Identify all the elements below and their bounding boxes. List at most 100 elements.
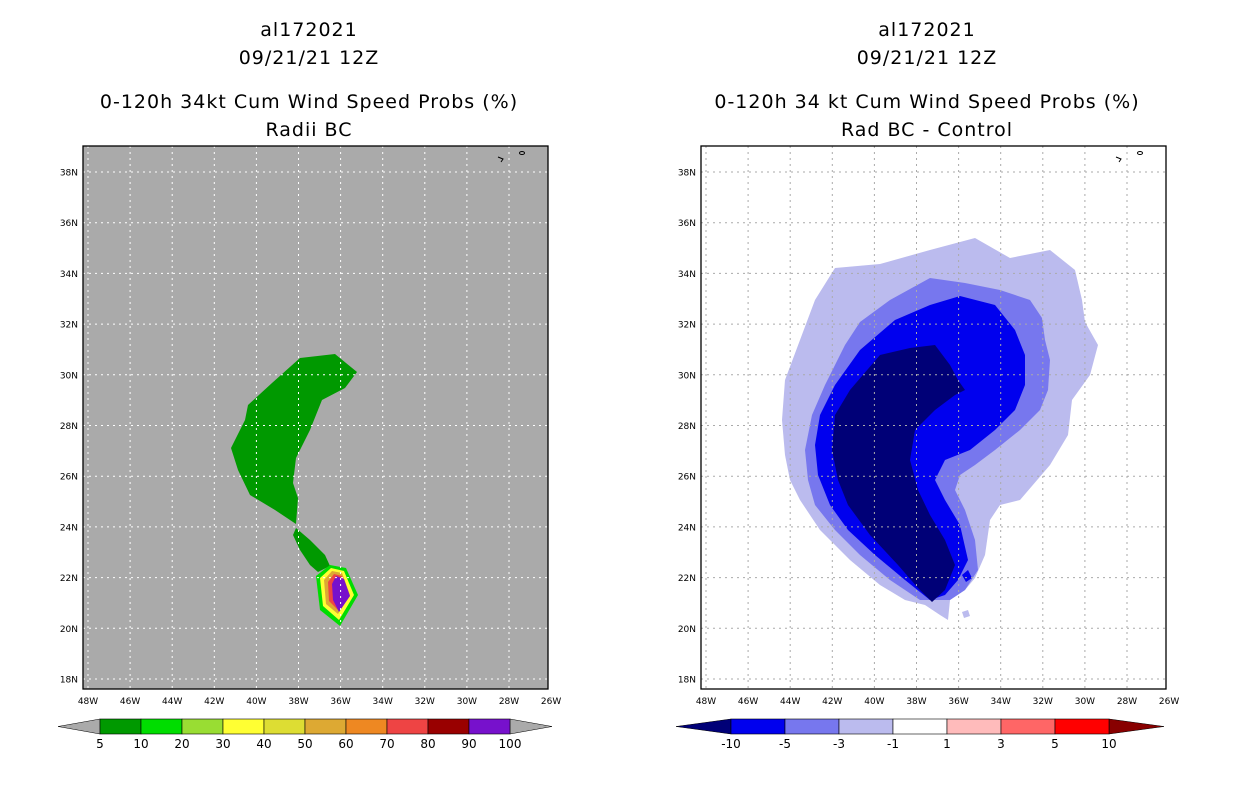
prob-5-tail <box>293 528 330 572</box>
lon-tick-label: 42W <box>204 697 224 707</box>
lat-tick-label: 36N <box>60 219 78 229</box>
lon-tick-label: 42W <box>822 697 842 707</box>
colorbar-swatch <box>140 718 183 735</box>
left-colorbar: 5 10 20 30 40 50 60 70 80 90 100 <box>57 718 553 751</box>
lat-tick-label: 30N <box>60 371 78 381</box>
lon-tick-label: 46W <box>120 697 140 707</box>
lat-tick-label: 18N <box>678 676 696 686</box>
left-title: 0-120h 34kt Cum Wind Speed Probs (%) <box>99 91 519 113</box>
lon-tick-label: 46W <box>738 697 758 707</box>
colorbar-label: 1 <box>943 737 951 751</box>
left-island-marks <box>497 151 525 163</box>
diff-minus5-fleck <box>962 570 972 582</box>
left-datetime: 09/21/21 12Z <box>238 47 380 69</box>
colorbar-label: 100 <box>499 737 522 751</box>
colorbar-right-arrow <box>509 718 553 735</box>
left-gridlines <box>83 146 548 689</box>
lon-tick-label: 30W <box>457 697 477 707</box>
lat-tick-label: 22N <box>678 574 696 584</box>
right-lon-labels: 48W 46W 44W 42W 40W 38W 36W 34W 32W 30W 28W 26W <box>696 697 1180 707</box>
lon-tick-label: 44W <box>780 697 800 707</box>
colorbar-swatch <box>222 718 265 735</box>
lat-tick-label: 32N <box>678 321 696 331</box>
colorbar-left-arrow <box>57 718 101 735</box>
colorbar-swatch <box>386 718 429 735</box>
colorbar-swatch <box>946 718 1002 735</box>
lat-tick-label: 18N <box>60 676 78 686</box>
colorbar-swatch <box>345 718 388 735</box>
right-storm-id: al172021 <box>878 19 976 41</box>
right-colorbar: -10 -5 -3 -1 1 3 5 10 <box>675 718 1165 751</box>
lat-tick-label: 36N <box>678 219 696 229</box>
colorbar-label: 5 <box>1051 737 1059 751</box>
lon-tick-label: 28W <box>499 697 519 707</box>
lat-tick-label: 38N <box>678 169 696 179</box>
prob-5-contour <box>231 354 357 524</box>
right-map: 38N 36N 34N 32N 30N 28N 26N 24N 22N 20N 18N 48W 46W… <box>675 145 1180 751</box>
lon-tick-label: 32W <box>415 697 435 707</box>
lat-tick-label: 22N <box>60 574 78 584</box>
colorbar-swatch <box>468 718 511 735</box>
lat-tick-label: 26N <box>678 473 696 483</box>
colorbar-label: 10 <box>1101 737 1116 751</box>
prob-90-contour <box>332 576 350 612</box>
colorbar-swatch <box>427 718 470 735</box>
lon-tick-label: 38W <box>288 697 308 707</box>
colorbar-swatch <box>304 718 347 735</box>
diff-minus1-fleck <box>962 610 970 618</box>
colorbar-right-arrow <box>1108 718 1165 735</box>
colorbar-swatch <box>1000 718 1056 735</box>
lat-tick-label: 20N <box>678 625 696 635</box>
colorbar-swatch <box>1054 718 1110 735</box>
lat-tick-label: 28N <box>678 422 696 432</box>
lon-tick-label: 30W <box>1075 697 1095 707</box>
colorbar-swatch <box>784 718 840 735</box>
lon-tick-label: 28W <box>1117 697 1137 707</box>
left-map: 38N 36N 34N 32N 30N 28N 26N 24N 22N 20N 18N 48W 46W… <box>57 145 562 751</box>
left-lon-labels: 48W 46W 44W 42W 40W 38W 36W 34W 32W 30W 28W 26W <box>78 697 562 707</box>
lat-tick-label: 24N <box>60 523 78 533</box>
left-map-background <box>83 146 548 689</box>
colorbar-swatch <box>263 718 306 735</box>
lon-tick-label: 38W <box>906 697 926 707</box>
colorbar-label: 10 <box>133 737 148 751</box>
diff-minus10-contour <box>832 345 965 602</box>
colorbar-label: 5 <box>96 737 104 751</box>
lon-tick-label: 44W <box>162 697 182 707</box>
lon-tick-label: 34W <box>991 697 1011 707</box>
lat-tick-label: 20N <box>60 625 78 635</box>
right-subtitle: Rad BC - Control <box>840 119 1014 141</box>
right-lat-labels: 38N 36N 34N 32N 30N 28N 26N 24N 22N 20N 18N <box>678 169 696 686</box>
colorbar-label: 20 <box>174 737 189 751</box>
right-panel: al172021 09/21/21 12Z 0-120h 34 kt Cum W… <box>618 0 1236 800</box>
colorbar-label: 70 <box>379 737 394 751</box>
colorbar-swatch <box>892 718 948 735</box>
colorbar-label: 50 <box>297 737 312 751</box>
colorbar-label: -10 <box>721 737 741 751</box>
right-gridlines <box>701 146 1166 689</box>
lon-tick-label: 32W <box>1033 697 1053 707</box>
colorbar-swatch <box>99 718 142 735</box>
lon-tick-label: 36W <box>948 697 968 707</box>
colorbar-label: 40 <box>256 737 271 751</box>
lat-tick-label: 38N <box>60 169 78 179</box>
lat-tick-label: 34N <box>678 270 696 280</box>
colorbar-label: 90 <box>461 737 476 751</box>
lon-tick-label: 26W <box>541 697 561 707</box>
colorbar-label: -1 <box>887 737 899 751</box>
colorbar-swatch <box>730 718 786 735</box>
right-map-frame <box>700 145 1167 690</box>
colorbar-label: 30 <box>215 737 230 751</box>
lon-tick-label: 48W <box>78 697 98 707</box>
right-datetime: 09/21/21 12Z <box>856 47 998 69</box>
lon-tick-label: 36W <box>330 697 350 707</box>
lat-tick-label: 32N <box>60 321 78 331</box>
colorbar-label: -3 <box>833 737 845 751</box>
lon-tick-label: 34W <box>373 697 393 707</box>
left-storm-id: al172021 <box>260 19 358 41</box>
lon-tick-label: 48W <box>696 697 716 707</box>
lon-tick-label: 40W <box>864 697 884 707</box>
colorbar-label: 3 <box>997 737 1005 751</box>
left-probability-contours <box>231 354 358 626</box>
lat-tick-label: 24N <box>678 523 696 533</box>
